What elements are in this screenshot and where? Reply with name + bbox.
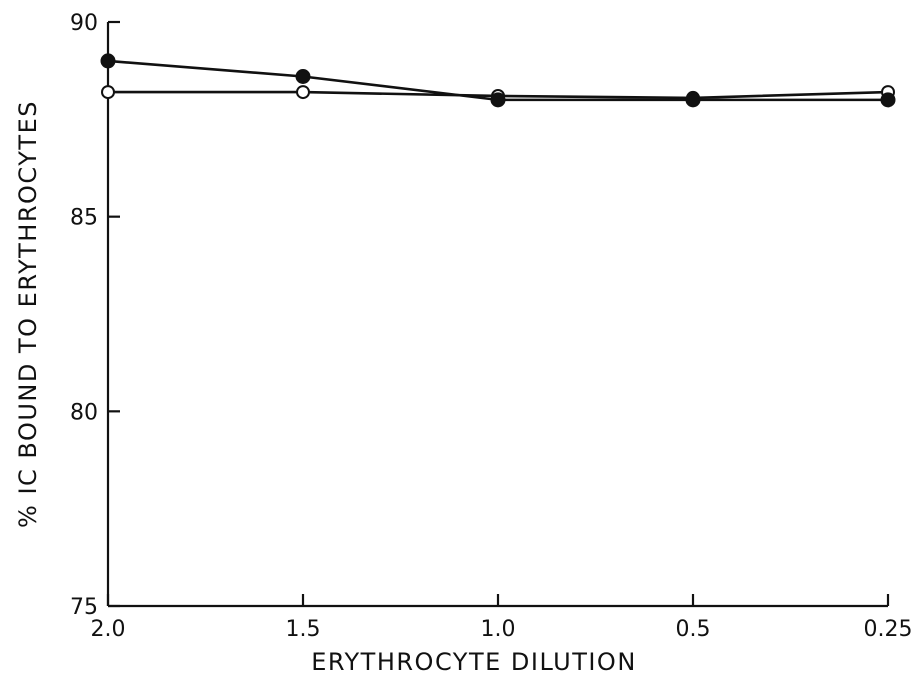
x-tick-label: 1.0 [481, 617, 516, 642]
y-axis-title: % IC BOUND TO ERYTHROCYTES [14, 100, 42, 528]
filled-data-point [880, 92, 896, 108]
x-axis-title: ERYTHROCYTE DILUTION [311, 648, 637, 674]
y-tick-label: 85 [70, 206, 98, 231]
filled-data-point [490, 92, 506, 108]
y-ticks: 75 80 85 90 [70, 11, 120, 620]
y-tick-label: 75 [70, 595, 98, 620]
filled-data-point [100, 53, 116, 69]
open-data-point [296, 85, 310, 100]
x-ticks: 2.0 1.5 1.0 0.5 0.25 [91, 594, 912, 642]
filled-data-point [685, 92, 701, 108]
y-tick-label: 90 [70, 11, 98, 36]
filled-data-point [295, 69, 311, 85]
x-tick-label: 2.0 [91, 617, 126, 642]
x-tick-label: 1.5 [286, 617, 321, 642]
x-tick-label: 0.5 [676, 617, 711, 642]
y-tick-label: 80 [70, 400, 98, 425]
series-group [100, 53, 896, 108]
axes [106, 22, 888, 608]
open-data-point [101, 85, 115, 100]
x-tick-label: 0.25 [864, 617, 912, 642]
